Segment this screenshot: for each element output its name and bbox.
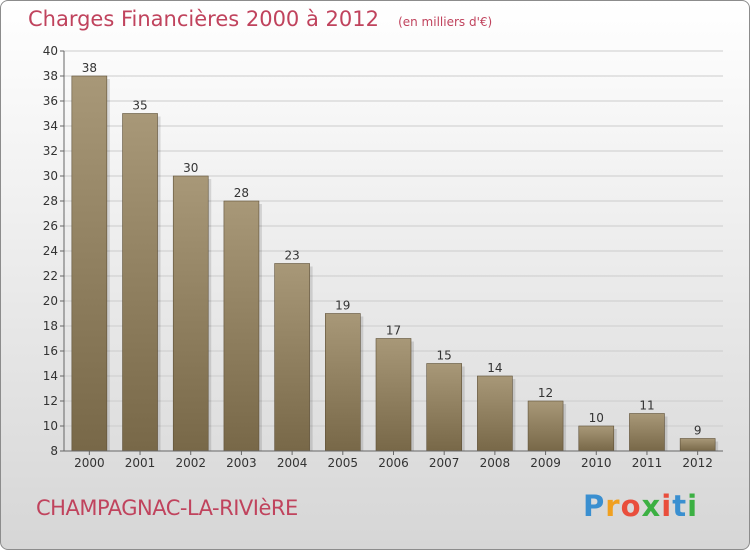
- x-tick-label-2002: 2002: [175, 456, 206, 470]
- chart-title: Charges Financières 2000 à 2012: [28, 7, 379, 31]
- proxiti-logo[interactable]: Proxiti: [583, 489, 698, 523]
- bar-2007: [426, 363, 462, 452]
- y-tick-label: 30: [43, 169, 58, 183]
- y-tick-label: 36: [43, 94, 58, 108]
- x-tick-label-2010: 2010: [581, 456, 612, 470]
- bar-2006: [375, 338, 412, 452]
- y-tick-label: 40: [43, 44, 58, 58]
- data-label-2010: 10: [589, 411, 604, 425]
- y-tick-label: 34: [43, 119, 58, 133]
- y-tick-label: 22: [43, 269, 58, 283]
- data-label-2007: 15: [437, 349, 452, 363]
- y-tick-label: 28: [43, 194, 58, 208]
- x-tick-label-2003: 2003: [226, 456, 257, 470]
- y-tick-label: 12: [43, 394, 58, 408]
- bar-2005: [325, 313, 361, 452]
- y-tick-label: 14: [43, 369, 58, 383]
- bar-2000: [71, 75, 108, 452]
- bar-2010: [578, 425, 615, 452]
- bar-2001: [122, 113, 158, 452]
- data-label-2012: 9: [694, 424, 702, 438]
- y-tick-label: 16: [43, 344, 58, 358]
- data-label-2005: 19: [335, 299, 350, 313]
- logo-letter: x: [641, 489, 662, 523]
- data-label-2008: 14: [487, 361, 502, 375]
- x-tick-label-2005: 2005: [328, 456, 359, 470]
- x-tick-label-2000: 2000: [74, 456, 105, 470]
- chart-unit-note: (en milliers d'€): [398, 15, 493, 29]
- bar-2008: [477, 375, 513, 452]
- data-label-2000: 38: [82, 61, 97, 75]
- data-label-2001: 35: [132, 99, 147, 113]
- x-tick-label-2009: 2009: [530, 456, 561, 470]
- bar-2012: [679, 438, 716, 452]
- x-tick-label-2012: 2012: [682, 456, 713, 470]
- bar-2002: [172, 175, 209, 452]
- logo-letter: t: [672, 489, 688, 523]
- x-tick-label-2008: 2008: [480, 456, 511, 470]
- title-row: Charges Financières 2000 à 2012 (en mill…: [28, 7, 492, 31]
- x-tick-label-2006: 2006: [378, 456, 409, 470]
- y-tick-label: 26: [43, 219, 58, 233]
- data-label-2004: 23: [284, 249, 299, 263]
- x-tick-label-2007: 2007: [429, 456, 460, 470]
- logo-letter: P: [583, 489, 606, 523]
- logo-letter: i: [661, 489, 673, 523]
- y-tick-label: 38: [43, 69, 58, 83]
- commune-name: CHAMPAGNAC-LA-RIVIèRE: [36, 496, 298, 520]
- bar-2009: [527, 400, 564, 452]
- bar-2011: [629, 413, 665, 452]
- data-label-2011: 11: [639, 399, 654, 413]
- y-tick-label: 18: [43, 319, 58, 333]
- data-label-2006: 17: [386, 324, 401, 338]
- data-label-2009: 12: [538, 386, 553, 400]
- data-label-2003: 28: [234, 186, 249, 200]
- y-tick-label: 24: [43, 244, 58, 258]
- x-tick-label-2011: 2011: [632, 456, 663, 470]
- y-tick-label: 20: [43, 294, 58, 308]
- y-tick-label: 10: [43, 419, 58, 433]
- logo-letter: i: [687, 489, 699, 523]
- bar-2004: [274, 263, 310, 452]
- x-tick-label-2001: 2001: [125, 456, 156, 470]
- y-tick-label: 8: [50, 444, 58, 458]
- bar-2003: [223, 200, 260, 452]
- y-tick-label: 32: [43, 144, 58, 158]
- logo-letter: r: [605, 489, 621, 523]
- x-tick-label-2004: 2004: [277, 456, 308, 470]
- logo-letter: o: [620, 489, 642, 523]
- data-label-2002: 30: [183, 161, 198, 175]
